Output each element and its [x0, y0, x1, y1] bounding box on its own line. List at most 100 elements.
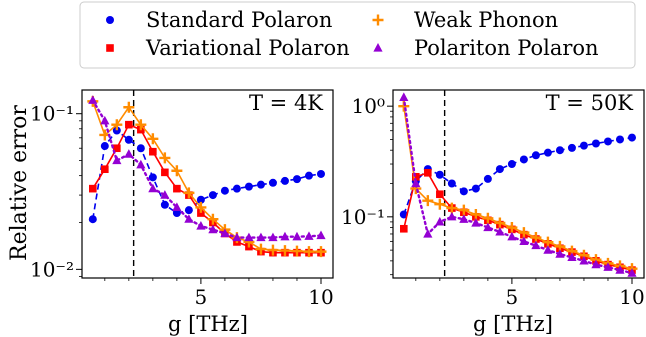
data-point: [591, 259, 601, 269]
data-point: [458, 204, 470, 216]
data-point: [423, 228, 433, 238]
data-point: [279, 245, 291, 257]
legend-circle-marker: [106, 16, 114, 24]
data-point: [232, 184, 241, 193]
data-point: [268, 178, 277, 187]
data-point: [101, 165, 109, 174]
data-point: [495, 165, 504, 174]
annotation-left: T = 4K: [249, 91, 323, 115]
data-point: [220, 186, 229, 195]
data-point: [471, 184, 480, 193]
data-point: [148, 183, 158, 193]
data-point: [112, 126, 121, 135]
y-tick-label: 10⁻²: [30, 257, 74, 281]
series-line: [92, 123, 321, 254]
data-point: [555, 249, 565, 258]
series-standard-polaron: [399, 133, 636, 219]
data-point: [196, 195, 205, 204]
data-point: [89, 184, 97, 193]
data-point: [255, 243, 267, 255]
data-point: [603, 137, 612, 146]
series-variational-polaron: [400, 168, 636, 274]
data-point: [197, 209, 205, 217]
data-point: [506, 222, 518, 234]
data-point: [124, 135, 133, 144]
data-point: [184, 206, 193, 215]
xlabel-right: g [THz]: [473, 312, 553, 336]
data-point: [399, 92, 409, 102]
data-point: [316, 169, 325, 178]
data-point: [244, 182, 253, 191]
data-point: [280, 231, 290, 241]
data-point: [232, 232, 242, 242]
data-point: [567, 252, 577, 261]
data-point: [603, 262, 613, 271]
data-point: [483, 174, 492, 183]
data-point: [482, 212, 494, 224]
data-point: [436, 190, 444, 199]
data-point: [531, 151, 540, 160]
data-point: [100, 142, 109, 151]
data-point: [111, 119, 123, 131]
data-point: [459, 187, 468, 196]
data-point: [280, 176, 289, 185]
data-point: [435, 170, 444, 179]
axes-frame: [81, 89, 334, 279]
data-point: [160, 190, 170, 199]
legend-entry: Polariton Polaron: [373, 36, 599, 60]
data-point: [507, 231, 517, 241]
ylabel-left: Relative error: [7, 105, 32, 261]
x-tick-label: 10: [619, 285, 644, 309]
data-point: [112, 155, 122, 165]
data-point: [495, 226, 505, 236]
data-point: [434, 198, 446, 210]
data-point: [207, 213, 219, 225]
data-point: [399, 210, 408, 219]
series-weak-phonon: [87, 95, 327, 258]
x-tick-label: 5: [195, 285, 208, 309]
data-point: [171, 165, 183, 177]
legend-label: Weak Phonon: [414, 8, 558, 32]
data-point: [172, 202, 182, 212]
data-point: [412, 172, 420, 181]
y-tick-label: 10⁰: [352, 94, 385, 118]
series-variational-polaron: [89, 120, 325, 257]
data-point: [183, 187, 195, 199]
data-point: [159, 152, 171, 164]
data-point: [292, 175, 301, 184]
data-point: [123, 101, 135, 113]
data-point: [100, 115, 110, 125]
axes-frame: [392, 89, 645, 279]
series-polariton-polaron: [399, 92, 637, 277]
data-point: [531, 240, 541, 250]
data-point: [291, 245, 303, 257]
panel-4k: Relative error 5 10 10⁻² 10⁻¹ g [THz] T = 4…: [7, 89, 334, 336]
legend: Standard Polaron Variational Polaron Weak …: [79, 1, 636, 69]
data-point: [160, 200, 169, 209]
legend-label: Polariton Polaron: [414, 36, 599, 60]
xlabel-left: g [THz]: [168, 312, 248, 336]
data-point: [113, 144, 121, 153]
data-point: [88, 215, 97, 224]
data-point: [591, 139, 600, 148]
data-point: [567, 143, 576, 152]
data-point: [195, 201, 207, 213]
data-point: [446, 202, 458, 214]
legend-frame: [79, 1, 636, 69]
data-point: [135, 119, 147, 131]
data-point: [147, 133, 159, 145]
series-weak-phonon: [398, 100, 638, 275]
data-point: [424, 168, 432, 177]
legend-entry: Variational Polaron: [106, 36, 350, 60]
data-point: [304, 171, 313, 180]
data-point: [507, 160, 516, 169]
series-standard-polaron: [88, 126, 325, 224]
data-point: [244, 232, 254, 242]
data-point: [435, 216, 445, 226]
legend-triangle-marker: [373, 43, 383, 52]
data-point: [196, 220, 206, 230]
data-point: [88, 95, 98, 104]
x-tick-label: 10: [308, 285, 333, 309]
data-point: [304, 231, 314, 240]
